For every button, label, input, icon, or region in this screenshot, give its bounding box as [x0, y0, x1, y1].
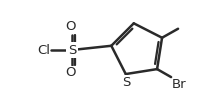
Text: Br: Br [172, 78, 187, 91]
Text: S: S [68, 43, 76, 57]
Text: O: O [66, 67, 76, 79]
Text: S: S [123, 76, 131, 89]
Text: Cl: Cl [37, 43, 50, 57]
Text: O: O [66, 21, 76, 33]
